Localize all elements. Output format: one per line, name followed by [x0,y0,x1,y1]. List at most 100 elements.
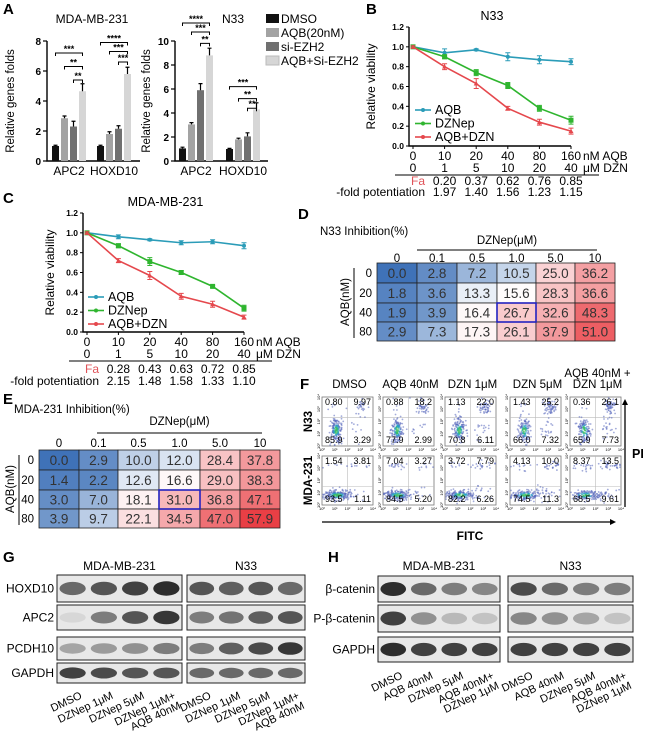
flow-event-dot [456,502,458,505]
flow-x-tick: 10⁰ [380,506,386,511]
flow-event-dot [334,463,336,466]
heatmap-cell-value: 57.9 [247,512,273,527]
flow-event-dot [525,498,528,501]
flow-event-dot [528,433,531,435]
protein-band [573,582,600,596]
fold-value: 1.40 [465,185,489,199]
error-bar [116,125,121,129]
flow-event-dot [327,494,330,497]
flow-event-dot [401,493,404,496]
flow-event-dot [415,410,418,413]
flow-event-dot [592,493,595,496]
heatmap-cell-value: 48.3 [582,306,608,321]
heatmap-cell-value: 12.6 [125,473,151,488]
error-bar [189,122,194,125]
flow-event-dot [401,465,404,468]
flow-event-dot [547,397,550,400]
flow-event-dot [333,414,336,417]
flow-event-dot [391,495,394,498]
flow-y-tick: 10¹ [439,430,444,436]
flow-event-dot [519,415,522,418]
heatmap-cell-value: 32.6 [542,306,568,321]
heatmap-cell-value: 29.0 [207,473,233,488]
y-tick-label: 1.0 [392,42,404,52]
flow-event-dot [475,463,478,465]
flow-event-dot [583,491,585,493]
flow-event-dot [459,492,462,495]
x-tick-label-aqb: 40 [501,149,515,163]
flow-event-dot [470,466,472,468]
row-header: 40 [21,495,34,507]
flow-event-dot [326,492,329,494]
flow-event-dot [323,498,326,501]
flow-event-dot [412,428,415,430]
flow-event-dot [551,467,554,469]
flow-event-dot [571,494,574,496]
data-point [178,270,184,275]
flow-event-dot [329,442,332,444]
y-tick-label: 6 [35,67,41,78]
flow-event-dot [453,495,456,498]
flow-event-dot [333,493,336,496]
flow-event-dot [519,491,522,494]
protein-label: GAPDH [11,666,54,680]
heatmap-title: MDA-231 Inhibition(%) [14,404,130,416]
flow-event-dot [557,463,559,465]
panel-label-a: A [3,1,14,18]
flow-event-dot [416,491,419,493]
flow-event-dot [362,407,364,410]
flow-event-dot [488,464,491,467]
flow-event-dot [456,493,459,496]
flow-event-dot [487,490,490,493]
series-line [412,46,572,132]
flow-y-tick: 10³ [377,465,382,471]
bar [244,136,251,161]
flow-event-dot [331,405,334,408]
flow-event-dot [515,492,517,494]
error-bar [245,132,250,137]
flow-event-dot [340,428,343,431]
flow-event-dot [480,487,483,490]
flow-event-dot [462,423,465,426]
flow-event-dot [517,494,520,497]
flow-event-dot [487,424,490,427]
flow-event-dot [522,439,524,442]
quadrant-percent: 2.99 [414,435,432,445]
flow-x-tick: 10² [406,447,412,452]
flow-event-dot [384,492,387,495]
protein-band [510,642,537,657]
flow-event-dot [464,419,467,422]
y-tick-label: 0.0 [392,141,404,151]
flow-event-dot [398,425,400,428]
flow-event-dot [591,428,594,431]
flow-event-dot [391,434,394,437]
flow-event-dot [418,407,421,410]
flow-y-tick: 10⁰ [504,443,509,449]
protein-band [189,642,215,655]
flow-event-dot [479,463,482,466]
flow-event-dot [408,488,411,491]
flow-event-dot [396,417,399,419]
flow-x-tick: 10³ [357,447,363,452]
flow-event-dot [591,464,594,467]
flow-event-dot [397,427,399,430]
flow-event-dot [606,401,609,404]
flow-event-dot [474,429,476,431]
flow-event-dot [544,402,547,405]
row-header: 20 [21,475,34,487]
protein-label: HOXD10 [6,582,54,596]
protein-band [122,643,149,654]
flow-event-dot [545,493,547,495]
flow-event-dot [484,426,487,429]
significance-bracket [55,52,83,56]
heatmap-cell-value: 2.2 [89,473,108,488]
flow-event-dot [483,406,486,408]
data-point [537,57,542,62]
x-tick-label-dzn: 5 [473,161,480,175]
y-axis-label: Relative viability [364,43,378,129]
quadrant-percent: 93.5 [325,494,343,504]
flow-y-tick: 10⁰ [316,443,321,449]
protein-band [441,612,468,625]
flow-event-dot [580,438,582,441]
